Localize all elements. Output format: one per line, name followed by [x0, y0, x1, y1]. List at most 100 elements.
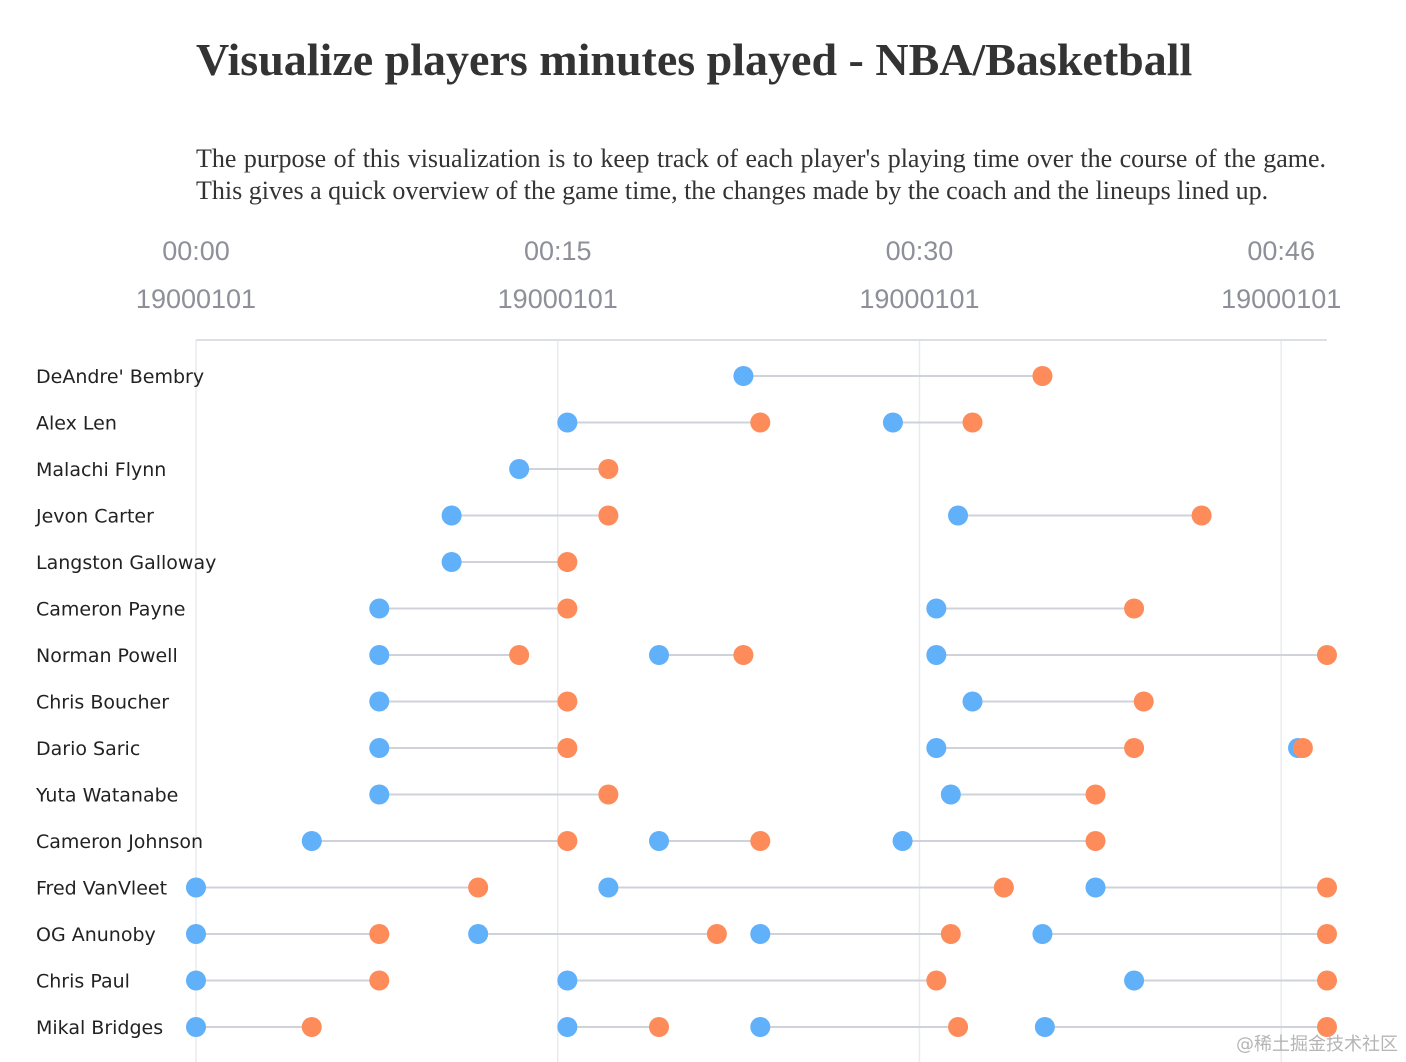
stint-start-point[interactable]: [369, 691, 390, 712]
player-row: [186, 877, 1337, 898]
stint-end-point[interactable]: [557, 831, 578, 851]
stint-end-point[interactable]: [962, 412, 983, 433]
stint-start-point[interactable]: [733, 366, 754, 386]
stint-end-point[interactable]: [993, 877, 1014, 898]
player-row: [369, 738, 1313, 758]
stint-end-point[interactable]: [1085, 831, 1106, 851]
stint-end-point[interactable]: [557, 552, 578, 572]
stint-end-point[interactable]: [1317, 970, 1337, 991]
stint-start-point[interactable]: [1124, 970, 1145, 991]
stint-end-point[interactable]: [706, 924, 727, 944]
stint-end-point[interactable]: [948, 1017, 969, 1037]
stint-end-point[interactable]: [649, 1017, 670, 1037]
stint-start-point[interactable]: [1032, 924, 1053, 944]
stint-end-point[interactable]: [509, 645, 530, 665]
player-row: [369, 598, 1145, 619]
stint-end-point[interactable]: [301, 1017, 322, 1037]
stint-end-point[interactable]: [1133, 691, 1154, 712]
stint-start-point[interactable]: [369, 738, 390, 758]
stint-end-point[interactable]: [1085, 784, 1106, 805]
stint-start-point[interactable]: [509, 459, 530, 479]
stint-end-point[interactable]: [598, 505, 619, 526]
stint-start-point[interactable]: [468, 924, 489, 944]
x-tick-time-label: 00:00: [162, 236, 230, 266]
x-tick-time-label: 00:15: [524, 236, 592, 266]
stint-end-point[interactable]: [598, 459, 619, 479]
stint-end-point[interactable]: [1317, 877, 1337, 898]
player-label: Alex Len: [36, 413, 117, 435]
stint-start-point[interactable]: [1034, 1017, 1055, 1037]
stint-start-point[interactable]: [649, 831, 670, 851]
stint-end-point[interactable]: [733, 645, 754, 665]
stint-start-point[interactable]: [598, 877, 619, 898]
stint-start-point[interactable]: [186, 970, 206, 991]
stint-start-point[interactable]: [186, 877, 206, 898]
stint-end-point[interactable]: [1191, 505, 1212, 526]
player-label: Cameron Johnson: [36, 831, 203, 853]
player-row: [186, 924, 1337, 944]
stint-start-point[interactable]: [557, 412, 578, 433]
stint-start-point[interactable]: [750, 924, 771, 944]
stint-end-point[interactable]: [1124, 598, 1145, 619]
player-row: [369, 691, 1154, 712]
stint-end-point[interactable]: [468, 877, 489, 898]
stint-start-point[interactable]: [882, 412, 903, 433]
player-row: [369, 645, 1337, 665]
stint-end-point[interactable]: [369, 970, 390, 991]
stint-start-point[interactable]: [441, 552, 462, 572]
stint-start-point[interactable]: [940, 784, 961, 805]
stint-end-point[interactable]: [1124, 738, 1145, 758]
player-labels: DeAndre' Bembry Alex Len Malachi Flynn Jevo…: [35, 366, 216, 1039]
stint-start-point[interactable]: [369, 784, 390, 805]
x-tick-time-label: 00:30: [886, 236, 954, 266]
player-row: [369, 784, 1106, 805]
player-label: Norman Powell: [36, 645, 178, 667]
x-tick-date-label: 19000101: [1221, 284, 1341, 314]
player-label: Jevon Carter: [35, 506, 154, 528]
chart-subtitle: The purpose of this visualization is to …: [196, 144, 1326, 205]
player-label: Mikal Bridges: [36, 1017, 163, 1039]
stint-end-point[interactable]: [1317, 645, 1337, 665]
stint-end-point[interactable]: [557, 738, 578, 758]
stint-start-point[interactable]: [441, 505, 462, 526]
player-row: [441, 505, 1212, 526]
stint-end-point[interactable]: [926, 970, 947, 991]
stint-end-point[interactable]: [1032, 366, 1053, 386]
stint-start-point[interactable]: [186, 924, 206, 944]
stint-start-point[interactable]: [892, 831, 913, 851]
player-label: Chris Paul: [36, 971, 130, 993]
stint-end-point[interactable]: [598, 784, 619, 805]
stint-end-point[interactable]: [1292, 738, 1313, 758]
stint-start-point[interactable]: [369, 598, 390, 619]
x-tick-time-label: 00:46: [1247, 236, 1315, 266]
stint-start-point[interactable]: [186, 1017, 206, 1037]
stint-end-point[interactable]: [750, 831, 771, 851]
stint-start-point[interactable]: [962, 691, 983, 712]
player-row: [186, 970, 1337, 991]
stint-end-point[interactable]: [750, 412, 771, 433]
stint-start-point[interactable]: [1085, 877, 1106, 898]
stint-start-point[interactable]: [557, 970, 578, 991]
stint-end-point[interactable]: [557, 691, 578, 712]
stint-end-point[interactable]: [1317, 924, 1337, 944]
stint-start-point[interactable]: [926, 738, 947, 758]
player-label: Chris Boucher: [36, 692, 169, 714]
stint-end-point[interactable]: [940, 924, 961, 944]
player-label: Langston Galloway: [36, 552, 216, 574]
stint-start-point[interactable]: [301, 831, 322, 851]
stint-start-point[interactable]: [649, 645, 670, 665]
stint-start-point[interactable]: [557, 1017, 578, 1037]
player-row: [301, 831, 1106, 851]
player-row: [186, 1017, 1337, 1037]
player-label: OG Anunoby: [36, 924, 156, 946]
stint-end-point[interactable]: [369, 924, 390, 944]
stint-end-point[interactable]: [1317, 1017, 1337, 1037]
x-tick-date-label: 19000101: [136, 284, 256, 314]
stint-start-point[interactable]: [750, 1017, 771, 1037]
stint-start-point[interactable]: [926, 598, 947, 619]
stint-start-point[interactable]: [948, 505, 969, 526]
stint-end-point[interactable]: [557, 598, 578, 619]
stint-start-point[interactable]: [926, 645, 947, 665]
stint-start-point[interactable]: [369, 645, 390, 665]
